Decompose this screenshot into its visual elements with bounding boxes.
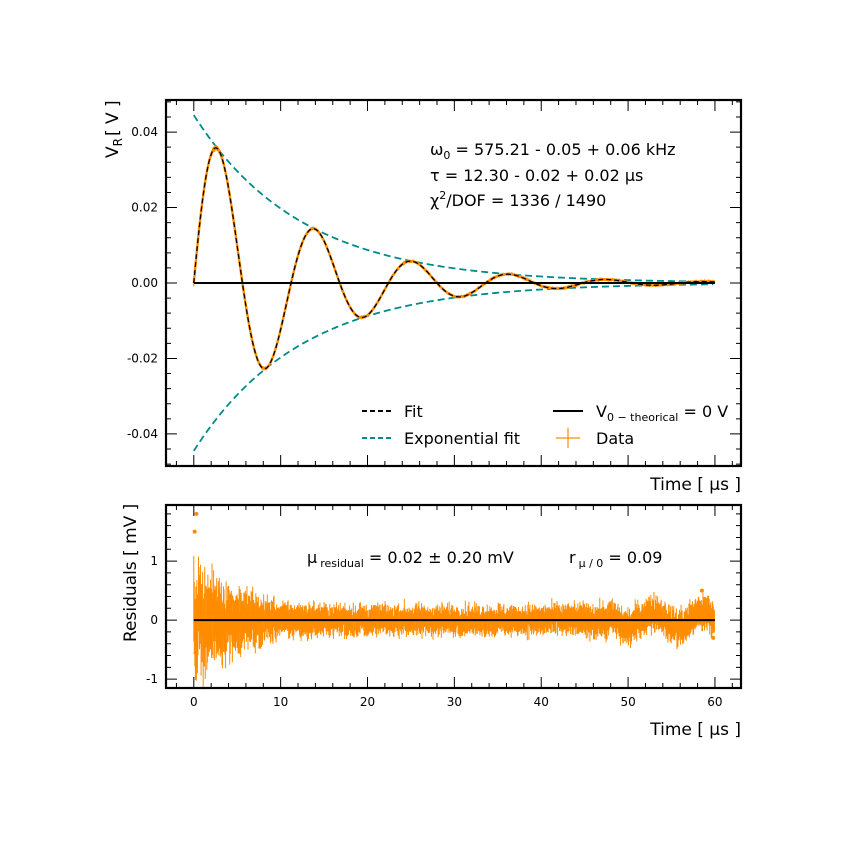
residual-y-tick-labels: 1 0 -1 [146, 554, 158, 686]
main-axes-frame [164, 98, 743, 468]
chi2-annotation: χ2/DOF = 1336 / 1490 [430, 189, 606, 210]
residual-point [711, 635, 716, 640]
legend-fit-label: Fit [404, 402, 423, 421]
residual-x-tick-label: 10 [273, 695, 288, 709]
omega-subscript: 0 [443, 149, 450, 162]
omega-value: = 575.21 - 0.05 + 0.06 kHz [450, 140, 675, 159]
residual-ticks [166, 505, 741, 688]
residual-x-tick-label: 50 [620, 695, 635, 709]
residual-x-tick-label: 0 [190, 695, 198, 709]
legend-exp-label: Exponential fit [404, 429, 520, 448]
residual-plot-area [192, 511, 716, 690]
residual-y-tick-label: 0 [150, 613, 158, 627]
chi-symbol: χ [430, 191, 439, 210]
residual-x-tick-label: 20 [360, 695, 375, 709]
main-y-tick-label: -0.02 [127, 351, 158, 365]
residual-errorbar-set [193, 555, 715, 690]
r-value: = 0.09 [603, 548, 662, 567]
residual-errorbars [192, 511, 716, 690]
mu-value: = 0.02 ± 0.20 mV [364, 548, 514, 567]
chi-value: /DOF = 1336 / 1490 [446, 191, 606, 210]
main-y-tick-labels: 0.04 0.02 0.00 -0.02 -0.04 [127, 125, 158, 441]
main-y-tick-label: 0.00 [131, 276, 158, 290]
main-tick-marks [166, 100, 741, 466]
legend: Fit Exponential fit V0 − theorical = 0 V… [362, 402, 728, 448]
main-y-label-sub: R [111, 138, 125, 146]
exponential-fit-upper [193, 114, 714, 283]
main-y-label-unit: [ V ] [103, 100, 123, 136]
residual-point [193, 650, 198, 655]
main-x-axis-label: Time [ μs ] [649, 475, 741, 495]
omega-annotation: ω0 = 575.21 - 0.05 + 0.06 kHz [430, 140, 676, 162]
legend-data-swatch [556, 428, 580, 448]
main-y-label-main: V [103, 146, 123, 158]
main-y-axis-label: VR [ V ] [103, 100, 125, 158]
main-y-tick-label: 0.02 [131, 201, 158, 215]
fit-curve [193, 147, 715, 370]
chi-superscript: 2 [439, 189, 446, 202]
residual-x-axis-label: Time [ μs ] [649, 720, 741, 740]
exponential-fit-lower [193, 283, 714, 452]
legend-data-label: Data [596, 429, 634, 448]
residual-tick-marks [166, 505, 741, 688]
omega-symbol: ω [430, 140, 443, 159]
mu-subscript: residual [320, 557, 364, 570]
residual-point [192, 529, 197, 534]
mu-symbol: μ [307, 548, 317, 567]
fit-line [193, 147, 715, 370]
legend-v0-main: V [596, 402, 607, 421]
r-symbol: r [569, 548, 576, 567]
residual-axes-frame [164, 503, 743, 690]
residual-x-tick-label: 30 [447, 695, 462, 709]
residuals-panel: 10-1 0 10 20 30 40 50 60 Residuals [ mV ] Time… [121, 503, 743, 740]
residual-x-tick-label: 60 [707, 695, 722, 709]
tau-annotation: τ = 12.30 - 0.02 + 0.02 μs [430, 166, 643, 185]
residual-x-tick-labels: 0 10 20 30 40 50 60 [190, 695, 723, 709]
main-y-tick-label: -0.04 [127, 427, 158, 441]
legend-v0-rest: = 0 V [678, 402, 728, 421]
main-ticks [166, 100, 741, 466]
residual-y-tick-label: -1 [146, 672, 158, 686]
main-y-tick-label: 0.04 [131, 125, 158, 139]
fit-parameters: ω0 = 575.21 - 0.05 + 0.06 kHz τ = 12.30 … [430, 140, 676, 210]
residual-x-tick-label: 40 [534, 695, 549, 709]
legend-v0-sub: 0 − theorical [607, 411, 678, 424]
legend-v0-label: V0 − theorical = 0 V [596, 402, 728, 424]
residual-y-axis-label: Residuals [ mV ] [121, 504, 141, 642]
r-subscript: μ / 0 [579, 557, 604, 570]
residual-point [699, 588, 704, 593]
mu-annotation: μ residual = 0.02 ± 0.20 mV [307, 548, 514, 570]
residual-point [194, 511, 199, 516]
residual-y-tick-label: 1 [150, 554, 158, 568]
main-plot-area [192, 114, 715, 452]
main-panel: 0.040.020.00-0.02-0.04 VR[ V ] Time [ μs… [103, 98, 743, 495]
